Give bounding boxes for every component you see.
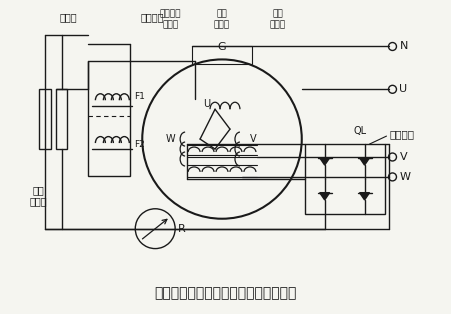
Circle shape <box>388 173 396 181</box>
Text: 整流橋組: 整流橋組 <box>390 129 414 139</box>
Text: V: V <box>250 134 257 144</box>
Text: V: V <box>400 152 407 162</box>
Polygon shape <box>359 158 369 165</box>
Bar <box>305 144 385 214</box>
Text: W: W <box>400 172 410 182</box>
Text: 定子
主繞組: 定子 主繞組 <box>214 10 230 29</box>
Circle shape <box>388 42 396 51</box>
Bar <box>39 89 51 149</box>
Text: 集電環: 集電環 <box>60 13 77 23</box>
Bar <box>55 89 68 149</box>
Text: U: U <box>400 84 408 94</box>
Text: F1: F1 <box>134 92 145 101</box>
Text: G: G <box>218 42 226 52</box>
Polygon shape <box>320 158 330 165</box>
Text: 轉子繞組: 轉子繞組 <box>140 13 164 23</box>
Polygon shape <box>359 193 369 200</box>
Bar <box>192 46 252 64</box>
Text: 磁場
變阻器: 磁場 變阻器 <box>30 185 47 207</box>
Text: 三次諧波勵磁三相交流發電機原理電路: 三次諧波勵磁三相交流發電機原理電路 <box>154 286 296 300</box>
Text: W: W <box>166 134 175 144</box>
Polygon shape <box>320 193 330 200</box>
Text: 基波
副繞組: 基波 副繞組 <box>270 10 286 29</box>
Circle shape <box>388 85 396 93</box>
Bar <box>88 62 130 176</box>
Text: 三次諧波
副繞組: 三次諧波 副繞組 <box>159 10 181 29</box>
Text: N: N <box>400 41 408 51</box>
Text: R: R <box>178 224 186 234</box>
Text: F2: F2 <box>134 139 145 149</box>
Circle shape <box>388 153 396 161</box>
Text: QL: QL <box>353 126 366 136</box>
Text: U: U <box>203 99 210 109</box>
